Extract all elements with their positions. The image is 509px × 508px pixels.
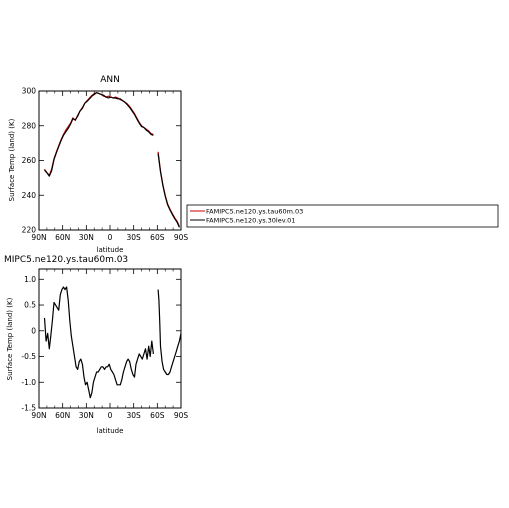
panel-1-series-0-line <box>157 151 180 227</box>
panel-1-x-ticks: 90N 60N 30N 0 30S 60S 90S <box>31 91 188 242</box>
legend-label-30lev: FAMIPC5.ne120.ys.30lev.01 <box>206 217 295 225</box>
panel-2-x-tick-label: 90S <box>174 411 189 420</box>
panel-1-title: ANN <box>100 75 120 85</box>
panel-1-x-tick-label: 30S <box>127 233 142 242</box>
panel-1-y-tick-label: 220 <box>22 226 37 235</box>
legend-frame <box>186 204 499 228</box>
panel-2-x-tick-label: 30S <box>127 411 142 420</box>
panel-1-y-ticks: 220 240 260 280 300 <box>22 87 181 235</box>
panel-1-y-tick-label: 280 <box>22 121 37 130</box>
panel-1-y-axis-title: Surface Temp (land) (K) <box>8 118 16 201</box>
panel-1-series-1-line <box>44 92 154 177</box>
panel-2-x-tick-label: 90N <box>31 411 46 420</box>
legend: FAMIPC5.ne120.ys.tau60m.03 FAMIPC5.ne120… <box>186 204 499 228</box>
panel-2-series-0-line <box>157 289 182 376</box>
panel-annual-mean: ANN 90N 60N 30N 0 30S 60S 90S 220240260280300 … <box>8 75 188 254</box>
panel-1-series-1-line <box>157 153 180 228</box>
panel-1-y-tick-label: 300 <box>22 87 37 96</box>
panel-2-series-group <box>43 286 182 399</box>
panel-2-x-tick-label: 60N <box>55 411 70 420</box>
panel-1-x-tick-label: 90N <box>31 233 46 242</box>
panel-2-x-axis-title: latitude <box>97 427 124 435</box>
panel-2-y-tick-label: 0.5 <box>24 301 36 310</box>
panel-1-x-axis-title: latitude <box>97 246 124 254</box>
panel-2-title: MIPC5.ne120.ys.tau60m.03 <box>4 255 128 265</box>
panel-1-x-tick-label: 90S <box>174 233 189 242</box>
panel-1-x-tick-label: 0 <box>108 233 113 242</box>
panel-2-y-tick-label: -1.0 <box>21 378 36 387</box>
panel-1-series-0-line <box>44 92 154 176</box>
panel-2-x-tick-label: 60S <box>150 411 165 420</box>
panel-2-y-tick-label: 0 <box>31 326 36 335</box>
panel-2-x-tick-label: 30N <box>79 411 94 420</box>
panel-2-y-ticks: -1.5 -1.0 -0.5 0 0.5 1.0 <box>21 275 181 413</box>
panel-2-y-tick-label: -0.5 <box>21 352 36 361</box>
panel-2-x-tick-label: 0 <box>108 411 113 420</box>
panel-1-y-tick-label: 240 <box>22 191 37 200</box>
panel-difference: MIPC5.ne120.ys.tau60m.03 90N 60N 30N 0 30S 60… <box>4 255 188 435</box>
panel-2-series-0-line <box>43 286 154 399</box>
legend-label-tau60m: FAMIPC5.ne120.ys.tau60m.03 <box>206 208 303 216</box>
panel-2-x-ticks: 90N 60N 30N 0 30S 60S 90S <box>31 269 188 420</box>
panel-1-x-tick-label: 60S <box>150 233 165 242</box>
panel-1-x-tick-label: 30N <box>79 233 94 242</box>
panel-2-y-tick-label: 1.0 <box>24 275 36 284</box>
panel-2-y-axis-title: Surface Temp (land) (K) <box>6 297 14 380</box>
panel-1-series-group <box>44 92 180 228</box>
panel-2-y-tick-label: -1.5 <box>21 404 36 413</box>
panel-1-x-tick-label: 60N <box>55 233 70 242</box>
panel-1-y-tick-label: 260 <box>22 156 37 165</box>
